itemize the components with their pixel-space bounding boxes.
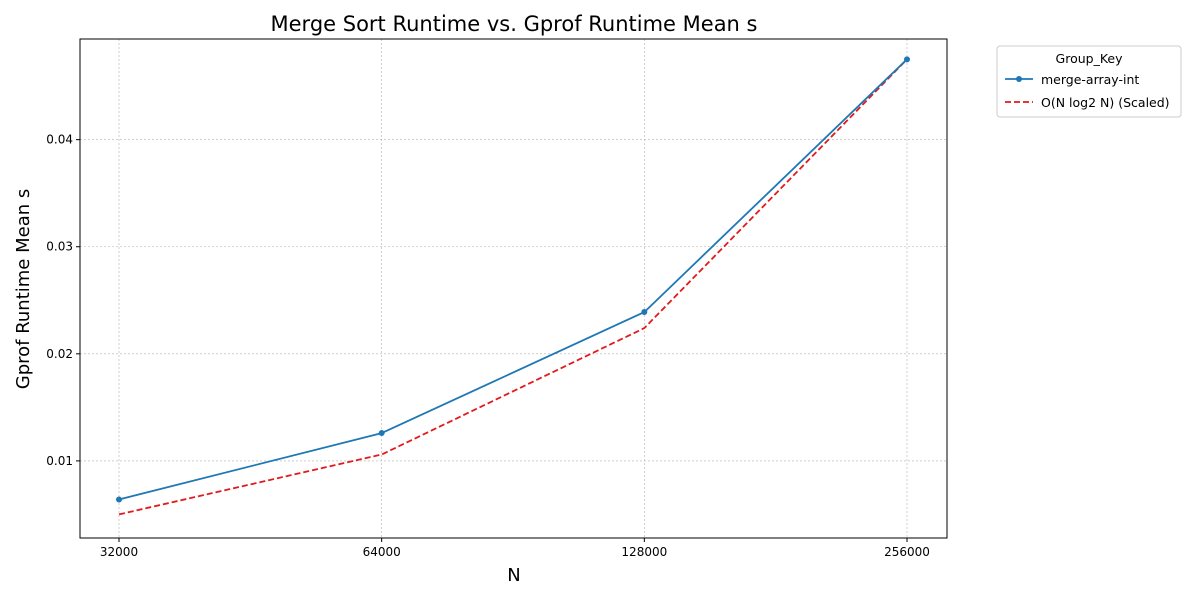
y-tick-label: 0.03 [46, 240, 73, 254]
legend-title: Group_Key [1056, 51, 1124, 66]
series-line-1 [118, 58, 908, 516]
legend: Group_Key merge-array-int O(N log2 N) (S… [996, 45, 1182, 118]
y-axis-label: Gprof Runtime Mean s [13, 189, 34, 390]
series-layer [116, 56, 910, 516]
x-axis-ticks: 32000 64000 128000 256000 [100, 538, 930, 559]
x-axis-label: N [507, 565, 520, 586]
data-point-series-0 [378, 430, 385, 437]
x-tick-label: 128000 [621, 545, 667, 559]
data-point-series-0 [641, 309, 648, 316]
x-tick-label: 32000 [100, 545, 138, 559]
data-point-series-0 [904, 56, 910, 63]
y-tick-label: 0.01 [46, 454, 73, 468]
x-tick-label: 64000 [363, 545, 401, 559]
grid-lines [80, 39, 947, 538]
chart-title: Merge Sort Runtime vs. Gprof Runtime Mea… [271, 12, 758, 36]
y-tick-label: 0.02 [46, 347, 73, 361]
plot-frame [79, 38, 948, 539]
series-line-0 [118, 58, 908, 501]
x-tick-label: 256000 [884, 545, 930, 559]
y-axis-ticks: 0.01 0.02 0.03 0.04 [46, 133, 80, 468]
legend-label-merge-array-int: merge-array-int [1041, 72, 1139, 87]
legend-marker-merge-array-int [1016, 76, 1022, 82]
y-tick-label: 0.04 [46, 133, 73, 147]
legend-label-nlogn: O(N log2 N) (Scaled) [1041, 95, 1170, 110]
legend-box [996, 45, 1182, 118]
data-point-series-0 [116, 496, 122, 503]
